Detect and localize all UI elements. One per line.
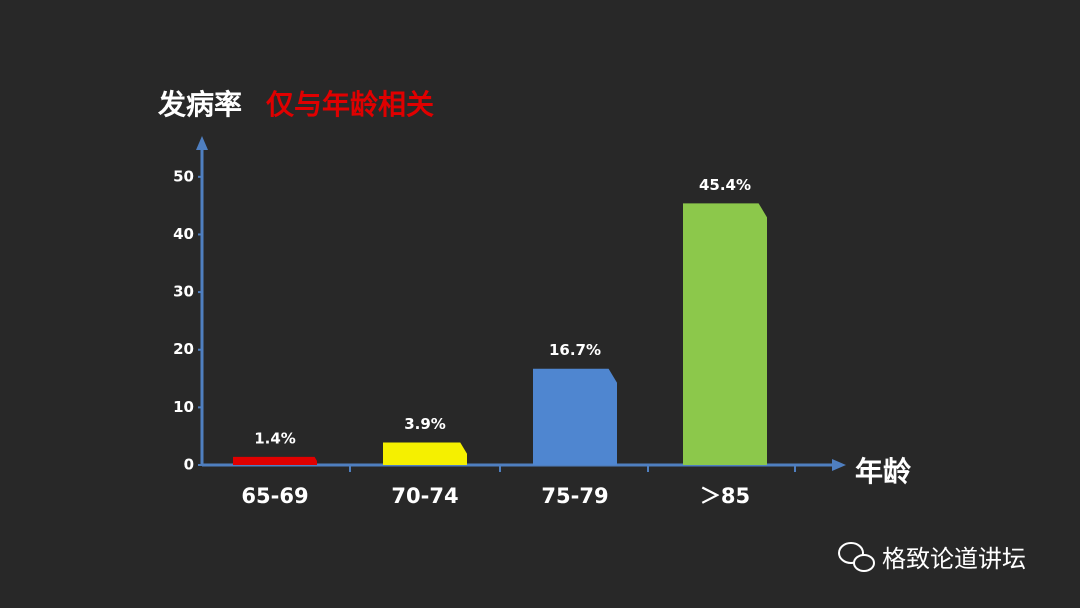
x-tick-label: 70-74	[391, 484, 458, 508]
y-tick-label: 30	[173, 283, 194, 301]
x-axis-arrow	[832, 459, 846, 471]
x-tick-label: 65-69	[241, 484, 308, 508]
x-tick-label: 75-79	[541, 484, 608, 508]
value-label: 1.4%	[254, 429, 296, 447]
y-axis-label: 发病率	[157, 88, 242, 121]
x-axis-label: 年龄	[855, 455, 912, 488]
x-tick-label: ＞85	[700, 484, 750, 508]
icon-bubble	[838, 542, 864, 564]
chart-title: 仅与年龄相关	[266, 88, 434, 121]
value-label: 16.7%	[549, 341, 601, 359]
bar	[383, 442, 467, 465]
value-label: 3.9%	[404, 415, 446, 433]
icon-bubble	[853, 554, 875, 572]
watermark: 格致论道讲坛	[882, 545, 1026, 573]
value-label: 45.4%	[699, 176, 751, 194]
bar	[533, 368, 617, 465]
bar	[233, 456, 317, 465]
y-axis-arrow	[196, 136, 208, 150]
y-tick-label: 20	[173, 340, 194, 358]
y-tick-label: 40	[173, 225, 194, 243]
watermark-icon	[838, 542, 875, 572]
y-tick-label: 0	[184, 456, 194, 474]
bar	[683, 203, 767, 465]
y-tick-label: 10	[173, 398, 194, 416]
y-tick-label: 50	[173, 167, 194, 185]
